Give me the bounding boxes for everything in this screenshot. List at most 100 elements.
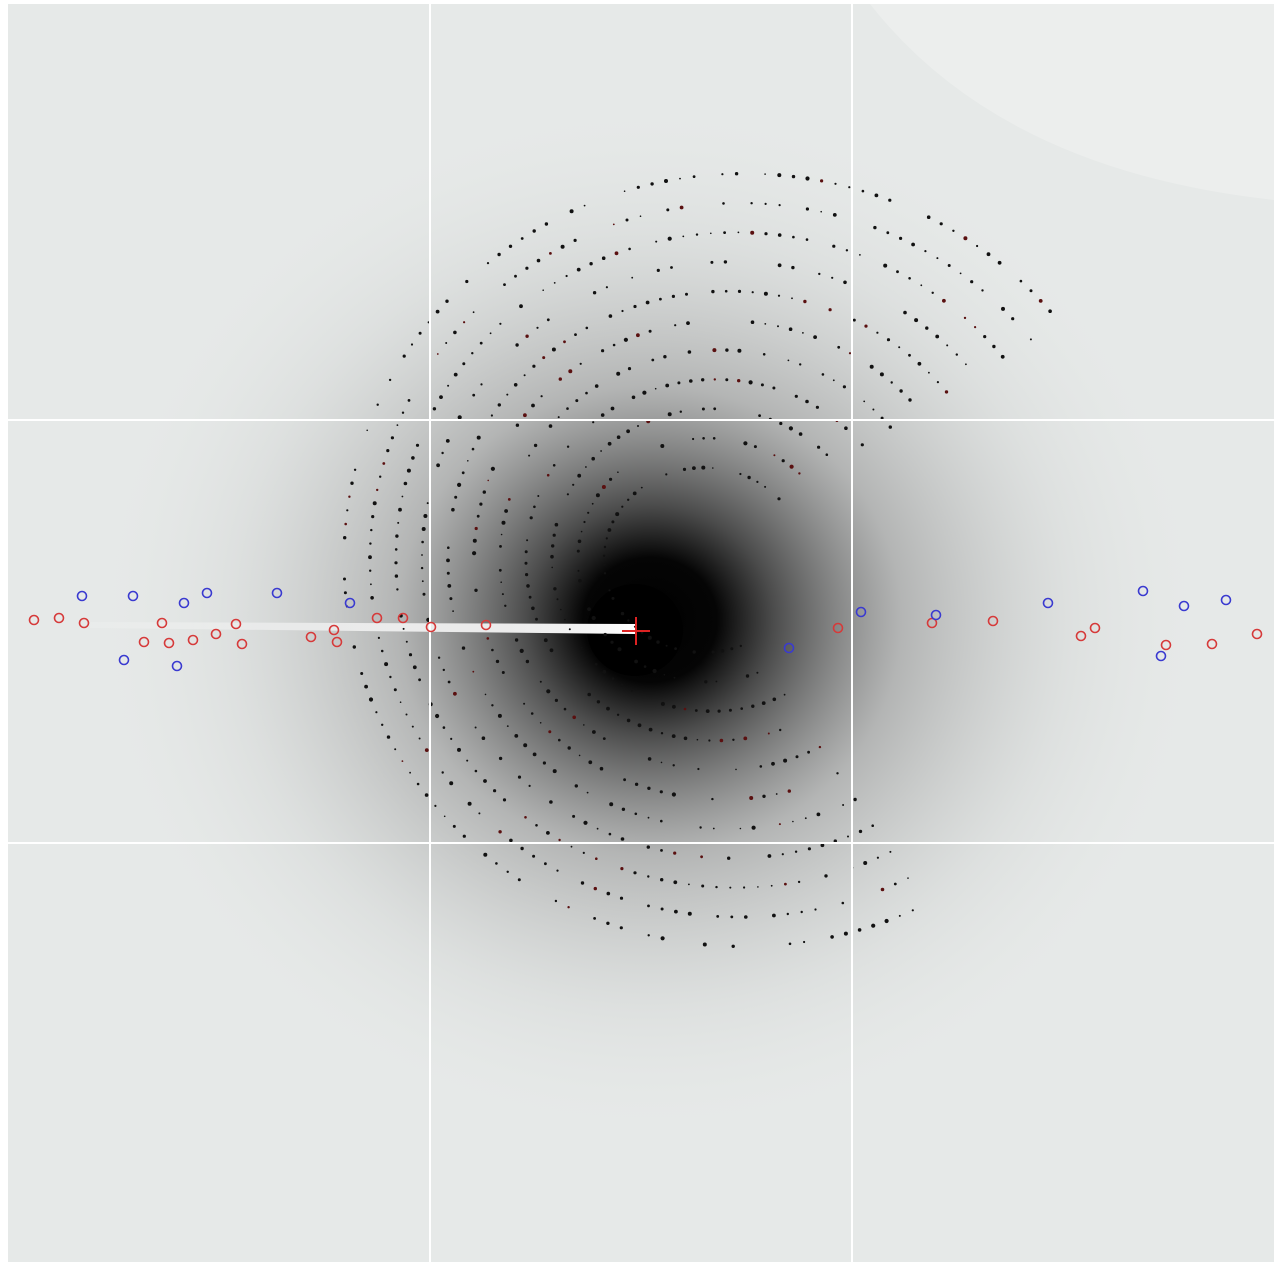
spot (674, 677, 676, 679)
spot (832, 245, 835, 248)
spot (805, 176, 809, 180)
spot (395, 548, 398, 551)
spot (660, 820, 663, 823)
spot (765, 203, 767, 205)
spot (721, 173, 723, 175)
spot (528, 455, 530, 457)
spot (577, 474, 581, 478)
spot (646, 301, 650, 305)
spot (583, 852, 585, 854)
spot (595, 384, 599, 388)
spot (490, 332, 492, 334)
spot (526, 539, 528, 541)
spot (387, 735, 390, 738)
spot (721, 649, 725, 653)
spot (542, 289, 544, 291)
spot (1030, 338, 1032, 340)
spot (663, 355, 666, 358)
spot (462, 646, 465, 649)
spot (789, 943, 792, 946)
spot (595, 663, 598, 666)
spot (343, 536, 346, 539)
spot (471, 352, 473, 354)
spot (822, 373, 825, 376)
spot (503, 283, 506, 286)
spot (925, 326, 928, 329)
spot (368, 555, 372, 559)
spot (777, 173, 781, 177)
spot (567, 446, 569, 448)
spot (650, 182, 653, 185)
spot (454, 373, 458, 377)
spot (899, 915, 901, 917)
spot (411, 456, 415, 460)
spot (779, 729, 781, 731)
spot (836, 772, 838, 774)
spot (555, 523, 559, 527)
spot (453, 331, 457, 335)
spot (558, 739, 561, 742)
spot (615, 512, 619, 516)
spot (908, 398, 911, 401)
spot (534, 444, 537, 447)
spot (627, 619, 629, 621)
spot (779, 823, 781, 825)
spot (672, 792, 676, 796)
spot (482, 736, 486, 740)
spot (462, 471, 465, 474)
spot (927, 215, 931, 219)
spot (551, 544, 554, 547)
spot (673, 764, 675, 766)
spot (531, 607, 535, 611)
spot (713, 407, 716, 410)
spot (604, 633, 607, 636)
spot (394, 748, 396, 750)
spot (572, 484, 574, 486)
spot (636, 333, 640, 337)
spot (677, 381, 680, 384)
spot (396, 588, 398, 590)
spot (729, 709, 732, 712)
spot (425, 793, 429, 797)
spot (465, 280, 468, 283)
spot (504, 605, 506, 607)
spot (648, 934, 650, 936)
spot (634, 660, 638, 664)
spot (697, 739, 699, 741)
spot (447, 584, 451, 588)
spot (772, 914, 776, 918)
spot (577, 550, 580, 553)
spot (819, 746, 821, 748)
spot (611, 407, 615, 411)
spot (735, 172, 738, 175)
spot (382, 462, 385, 465)
spot (419, 738, 421, 740)
spot (907, 877, 909, 879)
spot (668, 237, 672, 241)
spot (541, 395, 543, 397)
spot (833, 379, 835, 381)
spot (416, 444, 419, 447)
spot (386, 449, 389, 452)
spot (788, 360, 790, 362)
spot (661, 702, 665, 706)
spot (507, 871, 509, 873)
spot (546, 689, 550, 693)
spot (987, 252, 991, 256)
spot (442, 771, 444, 773)
spot (553, 769, 557, 773)
spot (805, 817, 807, 819)
spot (525, 573, 528, 576)
spot (870, 365, 874, 369)
spot (549, 800, 553, 804)
spot (887, 338, 890, 341)
spot (965, 363, 967, 365)
spot (673, 880, 677, 884)
spot (695, 709, 698, 712)
spot (468, 802, 472, 806)
spot (561, 245, 565, 249)
spot (626, 219, 629, 222)
spot (553, 587, 556, 590)
spot (837, 346, 840, 349)
spot (536, 327, 538, 329)
